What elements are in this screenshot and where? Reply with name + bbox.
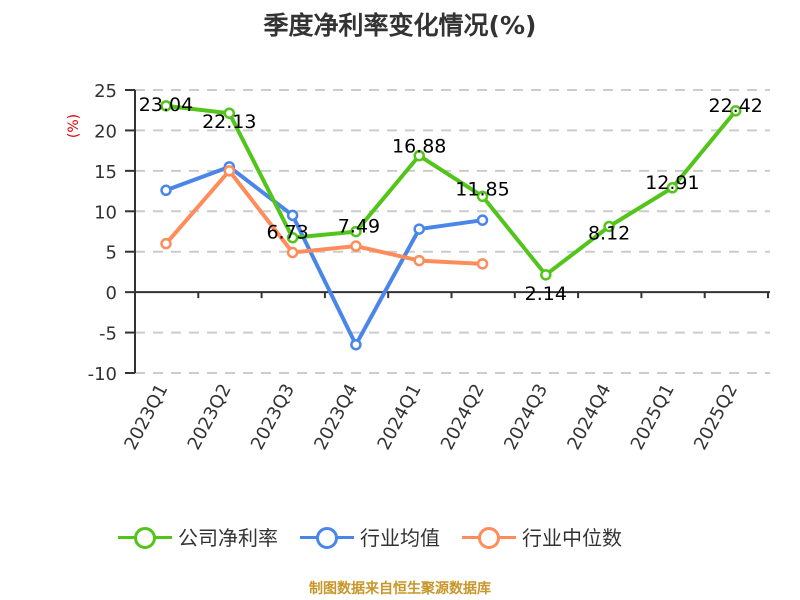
- y-axis-tick-labels: 25 20 15 10 5 0 -5 -10: [88, 81, 117, 385]
- legend-label: 行业均值: [360, 526, 440, 550]
- legend-marker-icon: [300, 526, 354, 549]
- data-point[interactable]: [350, 240, 362, 252]
- data-label: 7.49: [338, 216, 380, 238]
- data-point[interactable]: [286, 231, 299, 244]
- data-point[interactable]: [476, 214, 489, 226]
- data-label: 6.73: [266, 222, 308, 244]
- series-lines: [160, 100, 742, 351]
- data-point[interactable]: [603, 220, 615, 233]
- data-point[interactable]: [666, 182, 679, 194]
- data-label: 22.13: [202, 111, 256, 133]
- data-label: 16.88: [392, 136, 446, 158]
- legend-label: 行业中位数: [522, 526, 622, 550]
- y-tick-label: 20: [94, 121, 117, 142]
- data-point[interactable]: [476, 258, 489, 270]
- y-tick-label: 10: [94, 202, 117, 223]
- legend-item-company-net-margin[interactable]: 公司净利率: [118, 522, 278, 551]
- y-axis-label: (%): [66, 114, 82, 138]
- data-point[interactable]: [286, 246, 299, 259]
- data-labels: 23.04 22.13 6.73 7.49 16.88 11.85 2.14 8.12 12.9…: [139, 94, 763, 305]
- x-tick-label: 2023Q4: [310, 380, 362, 453]
- data-point[interactable]: [223, 165, 236, 177]
- x-tick-label: 2023Q1: [120, 380, 172, 453]
- y-tick-label: 15: [94, 162, 117, 183]
- data-label: 11.85: [455, 178, 509, 200]
- y-tick-label: -5: [99, 324, 117, 345]
- data-point[interactable]: [476, 190, 489, 203]
- legend-item-industry-mean[interactable]: 行业均值: [300, 522, 440, 551]
- data-point[interactable]: [286, 209, 299, 222]
- data-point[interactable]: [223, 107, 236, 119]
- x-tick-label: 2025Q1: [627, 380, 679, 453]
- legend-item-industry-median[interactable]: 行业中位数: [462, 522, 622, 551]
- data-label: 23.04: [139, 94, 193, 116]
- series-line: [165, 164, 483, 347]
- y-tick-label: -10: [88, 364, 117, 385]
- data-label: 2.14: [525, 283, 567, 305]
- data-point[interactable]: [413, 223, 425, 235]
- chart-title: 季度净利率变化情况(%): [263, 11, 537, 40]
- data-point[interactable]: [413, 149, 425, 162]
- data-point[interactable]: [350, 225, 362, 238]
- data-label: 8.12: [588, 222, 630, 244]
- data-point[interactable]: [413, 254, 425, 267]
- data-point[interactable]: [350, 338, 362, 351]
- x-axis-tick-labels: 2023Q1 2023Q2 2023Q3 2023Q4 2024Q1 2024Q2 2024…: [120, 380, 742, 453]
- data-label: 12.91: [645, 172, 699, 194]
- source-footer: 制图数据来自恒生聚源数据库: [309, 581, 491, 597]
- legend: 公司净利率 行业均值 行业中位数: [118, 522, 622, 551]
- axes: [125, 89, 770, 374]
- gridlines: [135, 89, 770, 374]
- legend-label: 公司净利率: [178, 526, 278, 550]
- x-tick-label: 2024Q4: [563, 380, 615, 453]
- x-tick-label: 2025Q2: [690, 380, 742, 453]
- data-label: 22.42: [708, 95, 762, 117]
- y-tick-label: 5: [106, 243, 117, 264]
- legend-marker-icon: [118, 526, 172, 549]
- series-line: [164, 168, 483, 266]
- x-tick-label: 2024Q2: [437, 380, 489, 453]
- x-tick-label: 2023Q3: [247, 380, 299, 453]
- data-point[interactable]: [160, 100, 172, 112]
- data-point[interactable]: [540, 269, 552, 281]
- x-tick-label: 2024Q3: [500, 380, 552, 453]
- y-tick-label: 0: [106, 283, 117, 304]
- data-point[interactable]: [160, 184, 172, 197]
- legend-marker-icon: [462, 526, 516, 549]
- data-point[interactable]: [160, 237, 172, 250]
- data-point[interactable]: [729, 105, 742, 117]
- series-line: [165, 103, 738, 277]
- y-tick-label: 25: [94, 81, 117, 102]
- x-tick-label: 2024Q1: [374, 380, 426, 453]
- x-tick-label: 2023Q2: [184, 380, 236, 453]
